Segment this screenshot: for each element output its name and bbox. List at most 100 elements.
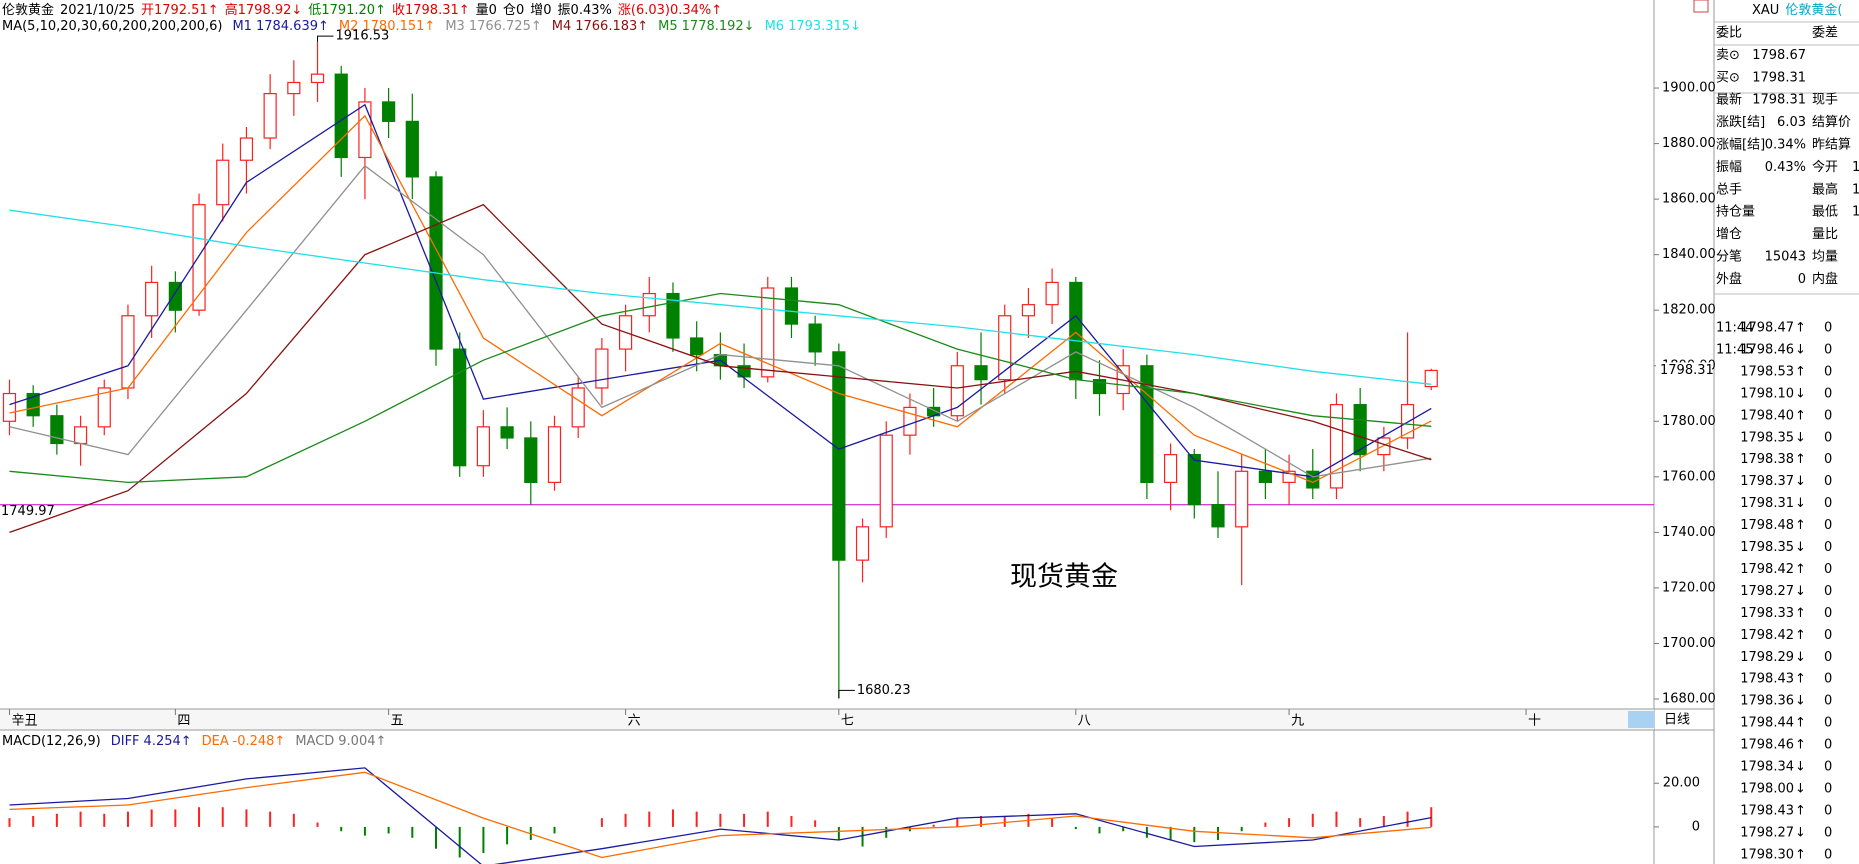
menu-icon[interactable] <box>1693 0 1709 13</box>
macd-legend: MACD(12,26,9) DIFF 4.254↑ DEA -0.248↑ MACD 9.0… <box>2 734 386 749</box>
candle-body <box>500 426 514 439</box>
quote-label: 涨幅[结] <box>1716 138 1765 153</box>
candle-body <box>808 323 822 353</box>
tick-price: 1798.31 <box>1740 496 1794 511</box>
annotation-leader <box>317 35 334 43</box>
tick-volume: 0 <box>1824 518 1832 533</box>
indicator-line <box>9 767 1432 864</box>
candle-body <box>1258 470 1272 483</box>
macd-plot <box>8 767 1433 864</box>
candle-body <box>595 348 609 389</box>
tick-direction: ↑ <box>1795 408 1806 423</box>
period-button-bg[interactable] <box>1628 711 1654 728</box>
candle-body <box>192 204 206 311</box>
watermark: 现货黄金 <box>1010 562 1118 593</box>
tick-volume: 0 <box>1824 628 1832 643</box>
candle-body <box>1069 281 1083 381</box>
tick-price: 1798.34 <box>1740 760 1794 775</box>
candle-body <box>358 101 372 159</box>
legend-name: M5 <box>658 19 678 34</box>
candle-body <box>310 73 325 84</box>
quote-label: 昨结算 <box>1812 138 1851 153</box>
legend-name: M2 <box>339 19 359 34</box>
tick-price: 1798.35 <box>1740 540 1794 555</box>
legend-value: 9.004↑ <box>338 734 386 749</box>
header-line: 伦敦黄金 2021/10/25 开1792.51↑ 高1798.92↓ 低1791.20… <box>2 2 722 18</box>
tick-direction: ↓ <box>1795 540 1806 555</box>
field-value: 0 <box>516 3 524 18</box>
tick-direction: ↑ <box>1795 628 1806 643</box>
candle-body <box>26 392 40 417</box>
legend-name: DIFF <box>111 734 140 749</box>
field-label: 涨 <box>618 3 631 18</box>
tick-price: 1798.38 <box>1740 452 1794 467</box>
tick-volume: 0 <box>1824 540 1832 555</box>
field-label: 高 <box>225 2 238 18</box>
field-value: 0 <box>543 3 551 18</box>
quote-label: 最新 <box>1716 92 1742 108</box>
tick-direction: ↓ <box>1795 760 1806 775</box>
candle-body <box>121 315 135 389</box>
quote-label: 委比 <box>1716 26 1742 41</box>
field-label: 低 <box>308 3 321 18</box>
candle-body <box>476 426 491 467</box>
tick-volume: 0 <box>1824 321 1832 336</box>
x-tick-label: 八 <box>1078 714 1091 729</box>
field-label: 增 <box>530 3 543 18</box>
quote-label: 总手 <box>1716 182 1742 197</box>
candle-body <box>1424 369 1438 388</box>
period-button[interactable]: 日线 <box>1664 713 1690 728</box>
candle-body <box>1235 470 1249 528</box>
candle-body <box>666 292 680 339</box>
tick-volume: 0 <box>1824 474 1832 489</box>
quote-label: 量比 <box>1812 227 1838 242</box>
candle-body <box>761 287 775 378</box>
quote-label: 现手 <box>1812 93 1838 108</box>
tick-price: 1798.27 <box>1740 825 1794 840</box>
field-label: 振 <box>558 3 571 18</box>
quote-label: 最低 <box>1812 205 1838 220</box>
quote-value: 1 <box>1852 160 1859 175</box>
quote-label: 涨跌[结] <box>1716 114 1765 130</box>
indicator-line <box>9 114 1432 484</box>
field-value: 1798.31↑ <box>405 3 470 18</box>
candle-body <box>571 387 585 428</box>
tick-volume: 0 <box>1824 342 1832 357</box>
legend-value: 1778.192↓ <box>682 19 755 34</box>
quote-value: 1 <box>1852 182 1859 197</box>
tick-price: 1798.43 <box>1740 803 1794 818</box>
date-axis-band <box>0 709 1654 730</box>
tick-volume: 0 <box>1824 672 1832 687</box>
tick-direction: ↑ <box>1795 716 1806 731</box>
low-annotation: 1680.23 <box>857 683 911 698</box>
candle-body <box>429 176 443 350</box>
candle-body <box>879 434 893 528</box>
candle-body <box>334 73 348 159</box>
x-tick-label: 五 <box>391 714 404 729</box>
y-tick-label: 0 <box>1692 819 1700 834</box>
quote-label: 结算价 <box>1812 115 1851 130</box>
quote-value: 1 <box>1852 205 1859 220</box>
tick-price: 1798.44 <box>1740 716 1794 731</box>
x-tick-label: 十 <box>1528 714 1541 729</box>
quote-label: 内盘 <box>1812 271 1838 287</box>
tick-volume: 0 <box>1824 716 1832 731</box>
tick-volume: 0 <box>1824 738 1832 753</box>
quote-label: 委差 <box>1812 26 1838 41</box>
field-label: 量 <box>476 3 489 18</box>
quote-label: 今开 <box>1812 159 1838 175</box>
x-tick-label: 六 <box>628 714 641 729</box>
tick-price: 1798.29 <box>1740 650 1794 665</box>
tick-volume: 0 <box>1824 430 1832 445</box>
tick-direction: ↓ <box>1795 781 1806 796</box>
y-tick-label: 1700.00 <box>1662 636 1716 651</box>
tick-volume: 0 <box>1824 760 1832 775</box>
tick-price: 1798.46 <box>1740 342 1794 357</box>
tick-price: 1798.53 <box>1740 364 1794 379</box>
tick-price: 1798.30 <box>1740 847 1794 862</box>
indicator-line <box>9 209 1432 385</box>
tick-volume: 0 <box>1824 606 1832 621</box>
y-tick-label: 1880.00 <box>1662 136 1716 151</box>
y-tick-label: 1780.00 <box>1662 414 1716 429</box>
